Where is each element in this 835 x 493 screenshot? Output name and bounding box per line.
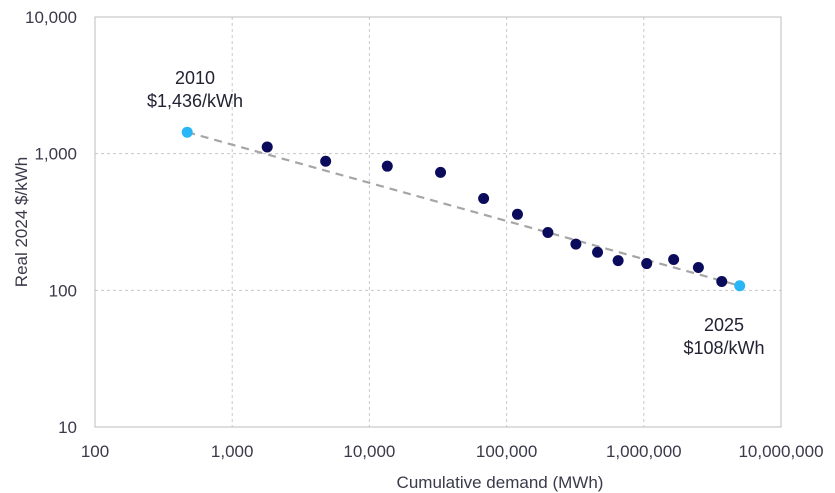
data-point: [570, 238, 582, 250]
y-tick-label: 10: [58, 418, 77, 437]
y-axis-ticks: 10 100 1,000 10,000: [25, 8, 77, 437]
x-tick-label: 10,000: [343, 442, 395, 461]
x-tick-label: 10,000,000: [738, 442, 823, 461]
gridlines: [95, 17, 781, 427]
x-axis-ticks: 100 1,000 10,000 100,000 1,000,000 10,000,000: [81, 442, 824, 461]
data-point: [716, 276, 728, 288]
x-tick-label: 100,000: [476, 442, 537, 461]
data-point: [641, 258, 653, 270]
data-points: [181, 126, 746, 292]
data-point: [542, 226, 554, 238]
endpoint-marker: [181, 126, 193, 138]
plot-frame: [94, 16, 782, 428]
annotation-2025-year: 2025: [704, 315, 744, 335]
x-tick-label: 1,000: [211, 442, 254, 461]
data-point: [668, 254, 680, 266]
data-point: [261, 141, 273, 153]
annotation-2025-value: $108/kWh: [683, 338, 764, 358]
annotation-2010-value: $1,436/kWh: [147, 91, 243, 111]
data-point: [435, 166, 447, 178]
trend-line: [186, 131, 740, 287]
endpoint-marker: [734, 280, 746, 292]
data-point: [692, 261, 704, 273]
data-point: [612, 255, 624, 267]
data-point: [511, 208, 523, 220]
data-point: [381, 160, 393, 172]
y-tick-label: 10,000: [25, 8, 77, 27]
y-axis-title: Real 2024 $/kWh: [12, 157, 31, 287]
y-tick-label: 100: [49, 281, 77, 300]
x-axis-title: Cumulative demand (MWh): [397, 473, 604, 492]
annotation-2010-year: 2010: [175, 68, 215, 88]
data-point: [320, 155, 332, 167]
x-tick-label: 100: [81, 442, 109, 461]
data-point: [592, 246, 604, 258]
y-tick-label: 1,000: [34, 145, 77, 164]
data-point: [478, 192, 490, 204]
x-tick-label: 1,000,000: [606, 442, 682, 461]
